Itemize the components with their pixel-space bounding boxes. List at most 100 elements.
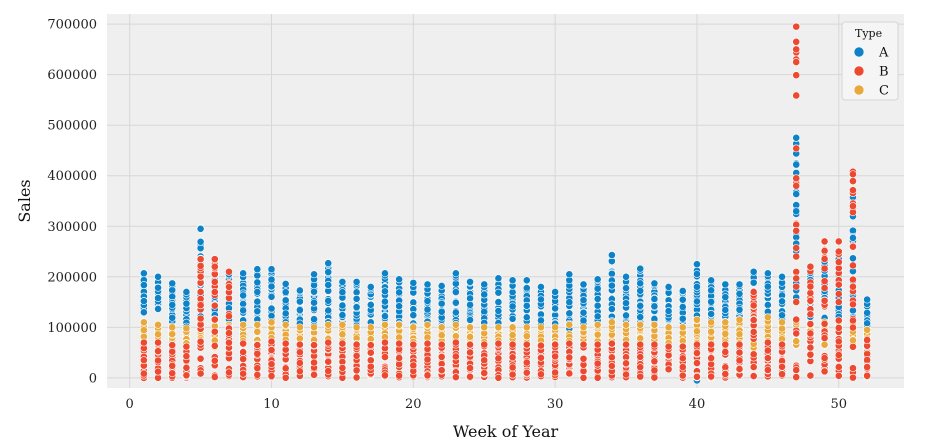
point-A bbox=[182, 288, 191, 296]
point-B bbox=[806, 296, 815, 305]
point-C bbox=[154, 330, 162, 339]
point-A bbox=[253, 278, 262, 287]
point-B bbox=[295, 367, 304, 376]
point-B bbox=[806, 262, 815, 271]
point-B bbox=[863, 336, 872, 344]
point-A bbox=[267, 265, 276, 274]
point-A bbox=[622, 311, 630, 320]
point-B bbox=[154, 367, 162, 376]
point-B bbox=[210, 327, 219, 336]
point-C bbox=[154, 320, 162, 329]
point-A bbox=[636, 264, 645, 273]
point-B bbox=[607, 353, 616, 362]
point-B bbox=[863, 363, 872, 371]
point-C bbox=[693, 315, 701, 324]
point-C bbox=[324, 320, 333, 329]
point-B bbox=[792, 174, 801, 183]
point-B bbox=[806, 371, 815, 380]
point-B bbox=[792, 252, 801, 261]
point-C bbox=[849, 336, 857, 345]
point-B bbox=[281, 373, 290, 382]
point-B bbox=[437, 352, 446, 361]
point-B bbox=[196, 288, 205, 296]
point-B bbox=[168, 361, 177, 370]
point-B bbox=[622, 359, 630, 368]
point-B bbox=[650, 373, 659, 382]
point-B bbox=[834, 371, 843, 380]
point-B bbox=[466, 372, 474, 381]
point-C bbox=[551, 323, 560, 332]
point-A bbox=[792, 160, 801, 169]
point-B bbox=[778, 340, 786, 349]
point-B bbox=[650, 340, 659, 349]
point-A bbox=[324, 281, 333, 289]
point-A bbox=[664, 307, 673, 315]
point-B bbox=[423, 355, 432, 364]
point-B bbox=[423, 371, 432, 380]
point-B bbox=[451, 352, 460, 361]
point-B bbox=[139, 369, 148, 378]
point-B bbox=[508, 370, 517, 379]
point-A bbox=[607, 269, 616, 278]
point-A bbox=[579, 296, 588, 305]
point-A bbox=[508, 288, 517, 297]
point-B bbox=[806, 310, 815, 319]
point-B bbox=[295, 348, 304, 357]
point-B bbox=[225, 329, 233, 338]
point-A bbox=[310, 298, 318, 307]
point-A bbox=[409, 311, 418, 320]
point-C bbox=[395, 320, 404, 329]
point-B bbox=[253, 349, 262, 358]
point-B bbox=[820, 334, 829, 342]
point-A bbox=[437, 282, 446, 290]
point-B bbox=[196, 261, 205, 270]
point-A bbox=[239, 269, 248, 278]
point-B bbox=[693, 372, 701, 381]
point-A bbox=[707, 286, 716, 295]
point-B bbox=[849, 373, 857, 382]
point-B bbox=[366, 356, 375, 365]
point-B bbox=[494, 339, 503, 348]
x-tick-label: 20 bbox=[405, 397, 422, 412]
point-B bbox=[154, 338, 162, 347]
point-B bbox=[763, 346, 772, 355]
point-C bbox=[792, 337, 801, 346]
point-B bbox=[310, 358, 318, 367]
point-B bbox=[792, 45, 801, 54]
point-A bbox=[139, 281, 148, 289]
point-B bbox=[366, 341, 375, 349]
legend-marker-B bbox=[853, 65, 865, 77]
point-A bbox=[721, 280, 730, 289]
point-C bbox=[437, 323, 446, 332]
point-A bbox=[849, 234, 857, 242]
point-A bbox=[650, 302, 659, 311]
point-C bbox=[820, 340, 829, 349]
point-A bbox=[295, 297, 304, 306]
point-A bbox=[267, 292, 276, 301]
point-B bbox=[849, 323, 857, 332]
point-B bbox=[225, 283, 233, 291]
point-A bbox=[622, 284, 630, 293]
point-B bbox=[820, 284, 829, 292]
point-C bbox=[139, 318, 148, 327]
point-C bbox=[423, 320, 432, 329]
point-A bbox=[763, 282, 772, 291]
point-C bbox=[579, 323, 588, 332]
point-B bbox=[579, 373, 588, 382]
point-B bbox=[792, 267, 801, 276]
point-B bbox=[863, 371, 872, 380]
point-A bbox=[579, 308, 588, 317]
point-C bbox=[168, 330, 177, 338]
point-C bbox=[366, 323, 375, 332]
y-tick-label: 0 bbox=[89, 371, 97, 386]
point-B bbox=[352, 340, 361, 349]
point-B bbox=[508, 353, 517, 362]
point-B bbox=[806, 282, 815, 291]
legend-label-B: B bbox=[879, 65, 889, 80]
point-A bbox=[451, 298, 460, 307]
point-A bbox=[607, 281, 616, 290]
point-B bbox=[593, 359, 602, 368]
point-A bbox=[636, 286, 645, 295]
point-A bbox=[196, 237, 205, 246]
